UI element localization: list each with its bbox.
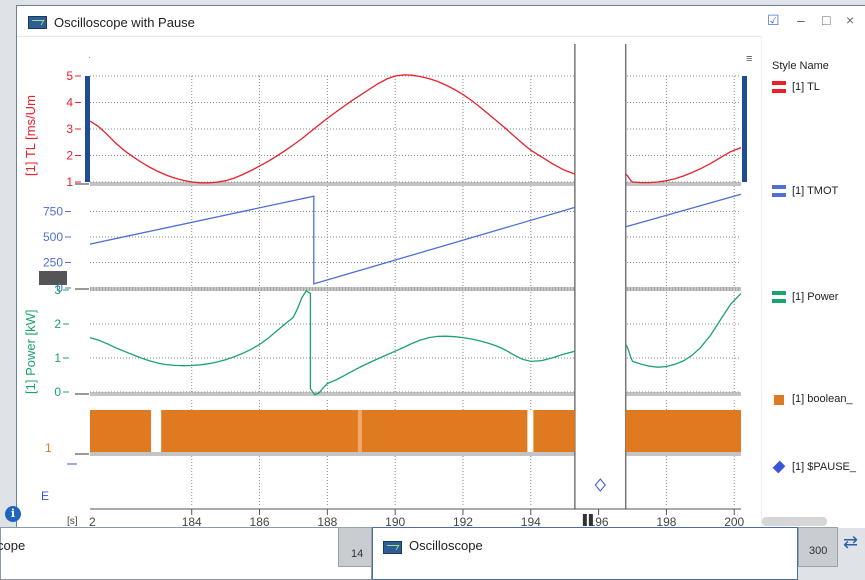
pause-gap [574, 44, 626, 509]
horizontal-scrollbar[interactable] [762, 517, 827, 526]
x-tick-label: 200 [724, 515, 744, 528]
legend-item-name: [1] $PAUSE_ [792, 461, 856, 473]
x-tick-label: 196 [589, 515, 609, 528]
x-tick-label: 194 [521, 515, 541, 528]
legend-panel: Style Name [1] TL [1] TMOT [1] Power [1] bo… [761, 36, 865, 528]
legend-style-swatch [772, 291, 786, 304]
panel-divider [90, 287, 741, 291]
panel-divider [90, 182, 741, 186]
legend-item-name: [1] boolean_ [792, 393, 853, 405]
power-series-line [89, 290, 742, 396]
boolean-series-bar [90, 410, 152, 452]
oscilloscope-app-icon [383, 541, 402, 554]
tl-tick-label: 5 [66, 69, 73, 83]
tmot-tick-label: 500 [43, 230, 63, 244]
close-button[interactable]: × [846, 12, 855, 28]
power-tick-label: 1 [54, 351, 61, 365]
pause-indicator-icon [582, 514, 587, 526]
legend-item-name: [1] TL [792, 81, 820, 93]
x-tick-label: 188 [317, 515, 337, 528]
tmot-tick-label: 750 [43, 205, 63, 219]
legend-style-swatch [772, 460, 786, 474]
bottom-right-indicator[interactable]: 300 [798, 527, 838, 567]
scroll-handle-icon[interactable]: ≡ [746, 53, 752, 65]
x-first-tick-label: 2 [89, 515, 96, 528]
pause-tick-label: E [41, 489, 49, 503]
axis-stub [75, 183, 89, 185]
x-tick-label: 192 [453, 515, 473, 528]
oscilloscope-app-icon [28, 16, 47, 29]
title-bar: Oscilloscope with Pause ☑ – □ × [17, 6, 865, 37]
bottom-right-indicator-value: 300 [809, 545, 828, 557]
tmot-series-line [89, 193, 742, 285]
maximize-button[interactable]: □ [822, 12, 831, 28]
bottom-left-indicator[interactable]: 14 [338, 527, 372, 567]
axis-stub [75, 288, 89, 290]
x-axis-unit: [s] [67, 516, 78, 527]
panel-divider [90, 452, 741, 456]
x-tick-label: 186 [250, 515, 270, 528]
legend-item[interactable]: [1] Power [772, 291, 839, 304]
tmot-tick-label: 0 [56, 281, 63, 295]
boolean-series-bar [625, 410, 741, 452]
legend-item[interactable]: [1] boolean_ [772, 393, 853, 406]
swap-icon[interactable]: ⇄ [843, 532, 859, 552]
x-tick-label: 184 [182, 515, 202, 528]
pin-icon[interactable]: ☑ [767, 12, 780, 28]
tmot-axis-marker [39, 271, 67, 285]
bottom-right-title: Oscilloscope [409, 538, 483, 553]
x-tick-label: 190 [385, 515, 405, 528]
legend-item-name: [1] TMOT [792, 185, 839, 197]
boolean-tick-label: 1 [45, 441, 52, 455]
axis-stub [75, 393, 89, 395]
boolean-gap [527, 410, 534, 452]
tl-axis-title: [1] TL [ms/Um [23, 95, 38, 176]
power-tick-label: 3 [54, 283, 61, 297]
boolean-series-bar [161, 410, 575, 452]
power-tick-label: 0 [54, 385, 61, 399]
bottom-window-left[interactable]: cope [0, 527, 372, 580]
tmot-tick-label: 250 [43, 256, 63, 270]
bottom-left-indicator-value: 14 [351, 548, 364, 560]
tl-series-line [89, 74, 742, 184]
legend-header: Style Name [772, 60, 829, 72]
axis-stub [75, 453, 89, 455]
pause-indicator-icon [588, 514, 593, 526]
tl-tick-label: 2 [66, 149, 73, 163]
legend-style-swatch [772, 185, 786, 198]
bottom-window-right[interactable]: Oscilloscope [372, 527, 798, 580]
legend-style-swatch [772, 81, 786, 94]
tl-tick-label: 4 [66, 96, 73, 110]
panel-divider [90, 392, 741, 396]
tl-tick-label: 3 [66, 122, 73, 136]
legend-item-name: [1] Power [792, 291, 839, 303]
bottom-left-title: cope [0, 538, 26, 553]
x-tick-label: 198 [656, 515, 676, 528]
pause-diamond-marker [594, 478, 606, 492]
info-icon[interactable]: i [5, 506, 21, 522]
boolean-highlight [357, 410, 362, 452]
legend-item[interactable]: [1] TMOT [772, 185, 839, 198]
legend-item[interactable]: [1] $PAUSE_ [772, 460, 856, 474]
power-tick-label: 2 [54, 317, 61, 331]
legend-item[interactable]: [1] TL [772, 81, 820, 94]
minimize-button[interactable]: – [797, 12, 805, 28]
legend-style-swatch [774, 393, 784, 406]
cursor-bar-right[interactable] [742, 76, 747, 182]
power-axis-title: [1] Power [kW] [23, 309, 38, 394]
oscilloscope-window: Oscilloscope with Pause ☑ – □ × ⊕ ⊖ ★ ⊥ … [5, 5, 865, 529]
plot-area[interactable]: 1 2 3 4 5 0 250 500 750 0 1 2 3 [1] TL [ms/Um [1] Powe… [17, 36, 757, 529]
oscilloscope-chart[interactable]: 1 2 3 4 5 0 250 500 750 0 1 2 3 [1] TL [ms/Um [1] Powe… [17, 36, 757, 529]
cursor-bar-left[interactable] [85, 76, 90, 182]
window-title: Oscilloscope with Pause [54, 15, 195, 30]
tl-tick-label: 1 [66, 175, 73, 189]
